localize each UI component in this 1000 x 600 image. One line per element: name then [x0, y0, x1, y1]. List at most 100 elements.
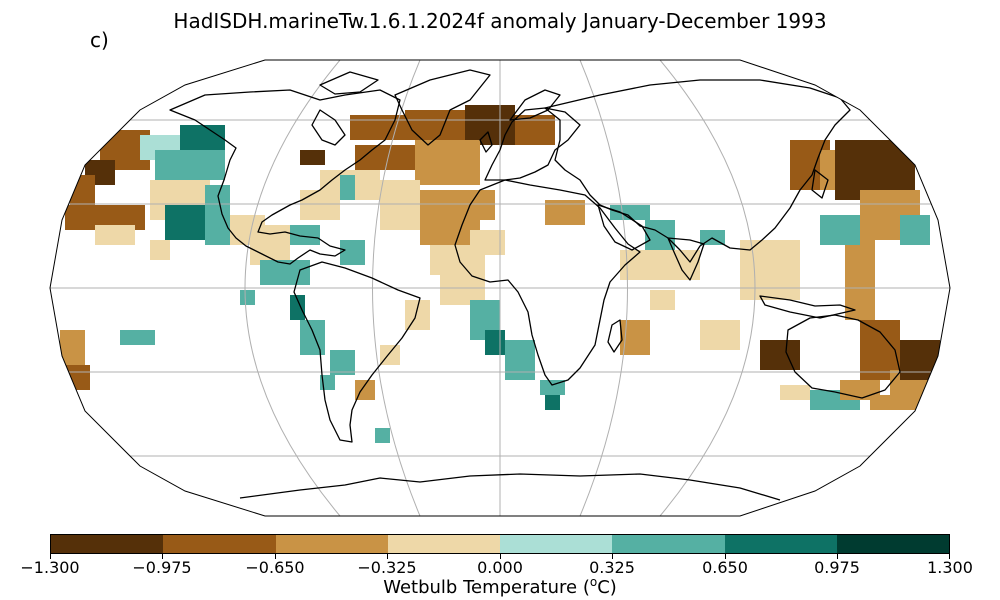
colorbar-tick — [500, 554, 501, 559]
colorbar-tick — [837, 554, 838, 559]
anomaly-cell — [845, 240, 875, 320]
colorbar-bin-6 — [612, 535, 725, 553]
coast-scandinavia — [509, 89, 561, 121]
colorbar-bin-1 — [51, 535, 164, 553]
anomaly-cell — [405, 110, 465, 140]
colorbar-bin-7 — [724, 535, 837, 553]
coast-arabia — [597, 204, 651, 251]
colorbar-tick — [725, 554, 726, 559]
colorbar-tick-label: 0.650 — [702, 558, 748, 577]
panel-label: c) — [90, 28, 109, 52]
colorbar-tick — [50, 554, 51, 559]
anomaly-cell — [760, 340, 800, 370]
anomaly-cell — [95, 225, 135, 245]
anomaly-cell — [870, 395, 920, 410]
colorbar-tick-label: 0.000 — [477, 558, 523, 577]
graticule-lon-60e — [579, 60, 628, 516]
colorbar-title: Wetbulb Temperature (oC) — [383, 575, 617, 598]
anomaly-cell — [820, 215, 860, 245]
anomaly-cell — [355, 145, 415, 170]
colorbar-tick — [949, 554, 950, 559]
anomaly-cell — [380, 180, 420, 230]
colorbar-tick-label: 0.975 — [814, 558, 860, 577]
anomaly-cell — [505, 340, 535, 380]
anomaly-cell — [260, 260, 310, 285]
anomaly-cell — [415, 140, 480, 185]
coast-north-america — [169, 89, 401, 265]
anomaly-cell — [545, 395, 560, 410]
coast-antarctica — [239, 473, 781, 501]
colorbar-bin-8 — [836, 535, 949, 553]
coast-madagascar — [607, 319, 623, 353]
anomaly-map — [49, 59, 951, 517]
anomaly-cell — [620, 250, 700, 280]
coast-south-america — [293, 261, 421, 443]
coast-hudson-bay — [311, 109, 346, 146]
anomaly-cell — [290, 295, 305, 320]
coast-india — [667, 237, 705, 281]
graticule-lon-120w — [244, 60, 341, 516]
anomaly-cell — [900, 215, 930, 245]
anomaly-cell — [610, 205, 650, 220]
colorbar-tick-label: −0.975 — [132, 558, 192, 577]
anomaly-cell — [900, 340, 940, 380]
colorbar-tick — [612, 554, 613, 559]
anomaly-cell — [645, 220, 675, 250]
anomaly-grid-cells — [60, 105, 940, 443]
colorbar-tick-label: 0.325 — [589, 558, 635, 577]
graticule-lon-120e — [659, 60, 756, 516]
colorbar-bin-3 — [275, 535, 388, 553]
anomaly-cell — [165, 205, 205, 240]
colorbar — [50, 534, 950, 554]
anomaly-cell — [350, 115, 405, 140]
anomaly-cell — [375, 428, 390, 443]
coast-africa — [454, 179, 641, 386]
anomaly-cell — [300, 320, 325, 355]
anomaly-cell — [300, 190, 340, 220]
anomaly-cell — [480, 190, 495, 220]
anomaly-cell — [340, 175, 355, 200]
anomaly-cell — [740, 240, 800, 300]
anomaly-cell — [340, 240, 365, 265]
anomaly-cell — [250, 225, 290, 265]
anomaly-cell — [150, 240, 170, 260]
anomaly-cell — [70, 175, 95, 205]
colorbar-tick-label: 1.300 — [927, 558, 973, 577]
anomaly-cell — [700, 320, 740, 350]
graticule — [50, 60, 950, 516]
colorbar-bin-5 — [500, 535, 613, 553]
coast-greenland — [394, 69, 491, 146]
coast-arctic-islands — [319, 71, 379, 95]
anomaly-cell — [380, 345, 400, 365]
map-title: HadISDH.marineTw.1.6.1.2024f anomaly Jan… — [173, 9, 827, 33]
anomaly-cell — [405, 300, 430, 330]
anomaly-cell — [355, 380, 375, 400]
anomaly-cell — [485, 330, 505, 355]
anomaly-cell — [300, 150, 325, 165]
colorbar-tick — [387, 554, 388, 559]
graticule-lon-60w — [372, 60, 421, 516]
anomaly-cell — [205, 185, 230, 245]
map-border — [49, 59, 951, 517]
anomaly-cell — [290, 225, 320, 245]
coast-australia — [785, 314, 901, 399]
anomaly-cell — [240, 290, 255, 305]
coast-japan — [811, 169, 829, 199]
anomaly-cell — [155, 150, 225, 180]
anomaly-cell — [330, 350, 355, 375]
anomaly-cell — [650, 290, 675, 310]
coast-indonesia — [759, 295, 856, 319]
colorbar-tick-label: −0.325 — [357, 558, 417, 577]
anomaly-cell — [780, 385, 810, 400]
colorbar-bin-4 — [387, 535, 500, 553]
colorbar-bin-2 — [163, 535, 276, 553]
coast-asia — [544, 79, 851, 263]
colorbar-tick — [162, 554, 163, 559]
anomaly-cell — [440, 245, 485, 305]
colorbar-tick-label: −1.300 — [20, 558, 80, 577]
anomaly-cell — [120, 330, 155, 345]
colorbar-tick-label: −0.650 — [245, 558, 305, 577]
anomaly-cell — [540, 380, 565, 395]
coast-europe — [484, 107, 581, 181]
colorbar-tick — [275, 554, 276, 559]
